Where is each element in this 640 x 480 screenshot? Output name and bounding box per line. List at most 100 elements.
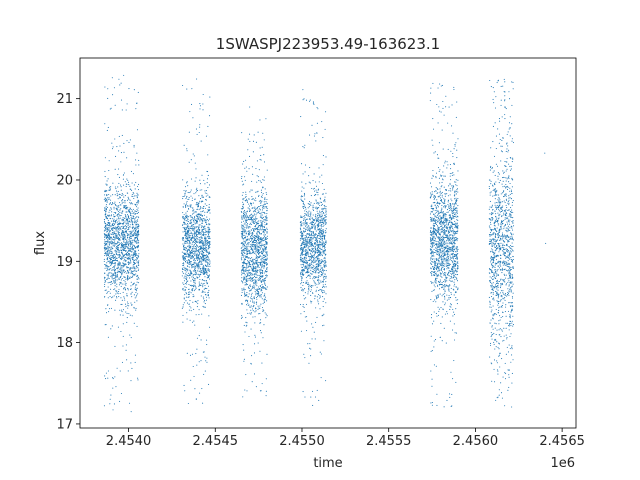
data-point [108, 244, 110, 246]
data-point [193, 259, 195, 262]
data-point [196, 276, 198, 278]
data-point [255, 240, 257, 242]
data-point [320, 281, 322, 283]
data-point [202, 402, 204, 404]
data-point [115, 230, 117, 232]
data-point [199, 206, 202, 208]
data-point [192, 229, 194, 231]
data-point [127, 226, 130, 228]
data-point [322, 249, 324, 251]
data-point [201, 215, 204, 217]
data-point [312, 261, 314, 263]
data-point [205, 135, 207, 137]
data-point [199, 183, 201, 185]
data-point [241, 242, 243, 244]
data-point [208, 258, 210, 260]
data-point [307, 270, 309, 272]
data-point [115, 257, 117, 259]
data-point [106, 200, 108, 202]
data-point [184, 222, 186, 225]
data-point [313, 262, 315, 264]
data-point [120, 246, 122, 248]
data-point [259, 233, 261, 235]
data-point [208, 253, 210, 255]
data-point [115, 273, 117, 275]
data-point [125, 242, 127, 244]
data-point [115, 293, 117, 295]
data-point [246, 300, 248, 303]
data-point [127, 248, 129, 250]
data-point [309, 264, 312, 266]
data-point [242, 192, 244, 194]
data-point [264, 298, 266, 300]
data-point [120, 285, 122, 287]
data-point [316, 224, 318, 226]
data-point [117, 326, 119, 328]
data-point [195, 265, 197, 267]
data-point [137, 219, 139, 221]
data-point [201, 313, 203, 315]
data-point [323, 257, 325, 259]
data-point [120, 264, 122, 266]
data-point [303, 227, 305, 229]
data-point [104, 241, 106, 243]
data-point [306, 244, 308, 246]
data-point [246, 256, 248, 259]
data-point [189, 270, 191, 272]
data-point [113, 203, 115, 205]
data-point [263, 234, 265, 236]
data-point [317, 293, 320, 296]
data-point [255, 254, 258, 256]
data-point [203, 228, 205, 230]
data-point [196, 255, 198, 258]
data-point [201, 234, 203, 236]
data-point [121, 299, 123, 301]
data-point [244, 262, 246, 264]
data-point [246, 267, 248, 269]
data-point [118, 168, 120, 170]
data-point [106, 258, 108, 260]
data-point [203, 266, 205, 268]
data-point [240, 270, 243, 272]
data-point [263, 154, 265, 156]
data-point [110, 259, 112, 261]
data-point [127, 272, 129, 274]
data-point [243, 269, 245, 271]
data-point [131, 246, 133, 248]
data-point [204, 270, 206, 272]
data-point [129, 277, 131, 279]
data-point [266, 227, 268, 229]
data-point [257, 286, 260, 288]
data-point [255, 301, 257, 304]
data-point [194, 180, 196, 182]
data-point [201, 279, 203, 281]
data-point [260, 240, 262, 242]
data-point [207, 292, 209, 294]
data-point [184, 275, 186, 277]
data-point [184, 258, 186, 260]
data-point [199, 260, 201, 262]
data-point [246, 270, 248, 272]
data-point [106, 184, 108, 186]
data-point [312, 245, 315, 247]
data-point [122, 264, 124, 267]
data-point [111, 256, 113, 258]
data-point [109, 186, 111, 188]
data-point [138, 253, 140, 255]
data-point [258, 194, 260, 196]
data-point [121, 234, 123, 236]
data-point [194, 271, 196, 273]
data-point [121, 258, 123, 260]
data-point [103, 243, 105, 245]
data-point [198, 281, 200, 283]
data-point [107, 336, 109, 338]
data-point [255, 266, 257, 268]
data-point [264, 203, 266, 205]
data-point [241, 249, 243, 251]
data-point [199, 189, 201, 191]
data-point [183, 249, 185, 251]
data-point [240, 317, 243, 319]
data-point [129, 243, 131, 245]
data-point [202, 228, 204, 230]
data-point [206, 204, 208, 207]
